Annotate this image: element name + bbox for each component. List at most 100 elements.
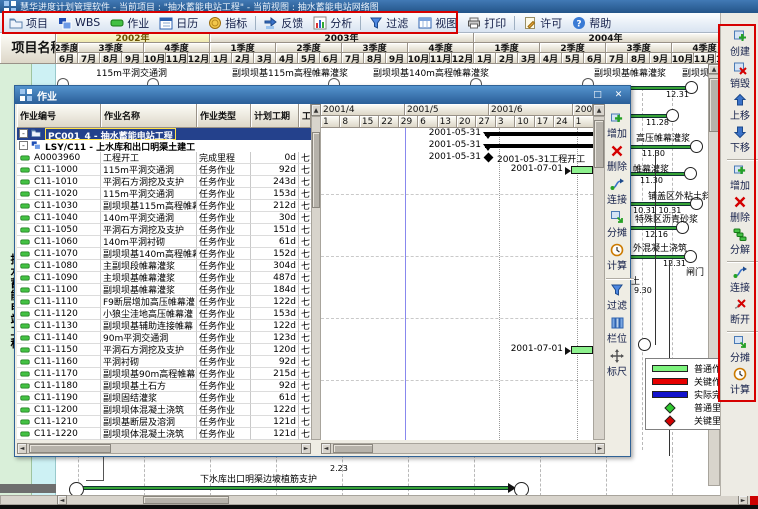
cell-activity-id[interactable]: C11-1000 — [17, 164, 101, 176]
cell-activity-type[interactable]: 任务作业 — [197, 368, 251, 380]
cell-activity-id[interactable]: C11-1150 — [17, 344, 101, 356]
toolbar-button-folder[interactable]: 项目 — [4, 14, 53, 32]
cell-activity-name[interactable]: 140m平洞交通洞 — [101, 212, 197, 224]
cell-activity-type[interactable]: 任务作业 — [197, 380, 251, 392]
cell-activity-type[interactable]: 任务作业 — [197, 320, 251, 332]
toolbar-button-wbs[interactable]: WBS — [53, 15, 105, 31]
cell-activity-name[interactable]: 副坝坝体混凝土浇筑 — [101, 404, 197, 416]
horizontal-scrollbar[interactable] — [0, 495, 758, 505]
scrollbar-segment[interactable] — [0, 484, 56, 493]
dialog-titlebar[interactable]: 作业 □ ✕ — [15, 86, 630, 104]
dialog-button-ruler[interactable]: 标尺 — [603, 348, 631, 379]
cell-duration[interactable]: 121d — [251, 428, 299, 440]
cell-calendar[interactable]: 七 — [299, 394, 311, 404]
cell-activity-name[interactable]: 副坝坝基140m高程帷幕 — [101, 248, 197, 260]
cell-activity-name[interactable]: 主坝坝基帷幕灌浆 — [101, 272, 197, 284]
cell-duration[interactable]: 30d — [251, 212, 299, 224]
cell-activity-name[interactable]: 平洞石方洞挖及支护 — [101, 344, 197, 356]
scrollbar-thumb[interactable] — [594, 120, 604, 168]
table-row[interactable]: C11-1030 副坝坝基115m高程帷幕 任务作业 212d 七 — [17, 200, 311, 212]
toolbar-button-print[interactable]: 打印 — [462, 14, 511, 32]
dialog-column-header[interactable]: 计划工期 — [251, 104, 299, 128]
scroll-left-button[interactable]: ◄ — [321, 443, 331, 454]
dialog-button-spread[interactable]: 分摊 — [603, 209, 631, 240]
table-scroll-up-button[interactable]: ▲ — [311, 104, 321, 116]
toolbar-button-filter[interactable]: 过滤 — [364, 14, 413, 32]
cell-activity-type[interactable]: 任务作业 — [197, 272, 251, 284]
cell-activity-id[interactable]: C11-1070 — [17, 248, 101, 260]
cell-calendar[interactable]: 七 — [299, 178, 311, 188]
cell-activity-name[interactable]: 副坝坝基帷幕灌浆 — [101, 284, 197, 296]
table-row[interactable]: C11-1090 主坝坝基帷幕灌浆 任务作业 487d 七 — [17, 272, 311, 284]
toolbar-button-license[interactable]: 许可 — [518, 14, 567, 32]
cell-calendar[interactable]: 七 — [299, 190, 311, 200]
side-button-create[interactable]: 创建 — [724, 28, 756, 59]
cell-activity-name[interactable]: 平洞石方洞挖及支护 — [101, 176, 197, 188]
cell-activity-id[interactable]: C11-1130 — [17, 320, 101, 332]
cell-activity-name[interactable]: 140m平洞衬砌 — [101, 236, 197, 248]
expand-icon[interactable]: - — [19, 129, 28, 138]
scroll-right-button[interactable]: ► — [595, 443, 605, 454]
cell-calendar[interactable]: 七 — [299, 166, 311, 176]
table-row[interactable]: C11-1200 副坝坝体混凝土浇筑 任务作业 122d 七 — [17, 404, 311, 416]
dialog-button-filter[interactable]: 过滤 — [603, 282, 631, 313]
cell-calendar[interactable]: 七 — [299, 298, 311, 308]
table-row[interactable]: C11-1120 小狼尘洼地高压帷幕灌 任务作业 153d 七 — [17, 308, 311, 320]
cell-activity-type[interactable]: 任务作业 — [197, 284, 251, 296]
dialog-column-header[interactable]: 作业名称 — [101, 104, 197, 128]
scrollbar-thumb[interactable] — [709, 78, 719, 132]
dialog-button-add[interactable]: 增加 — [603, 110, 631, 141]
cell-calendar[interactable]: 七 — [299, 154, 311, 164]
scroll-up-button[interactable]: ▲ — [708, 64, 720, 74]
cell-activity-name[interactable]: 副坝坝基115m高程帷幕 — [101, 200, 197, 212]
cell-duration[interactable]: 120d — [251, 344, 299, 356]
cell-calendar[interactable]: 七 — [299, 358, 311, 368]
cell-activity-type[interactable]: 任务作业 — [197, 224, 251, 236]
toolbar-button-feedback[interactable]: 反馈 — [259, 14, 308, 32]
cell-calendar[interactable]: 七 — [299, 238, 311, 248]
cell-duration[interactable]: 123d — [251, 332, 299, 344]
side-button-split[interactable]: 分解 — [724, 226, 756, 257]
cell-activity-type[interactable]: 任务作业 — [197, 188, 251, 200]
expand-icon[interactable]: - — [19, 141, 28, 150]
cell-duration[interactable]: 61d — [251, 392, 299, 404]
side-button-del[interactable]: 删除 — [724, 194, 756, 225]
cell-activity-name[interactable]: 副坝坝基辅助连接帷幕 — [101, 320, 197, 332]
cell-activity-name[interactable]: 副坝坝体混凝土浇筑 — [101, 428, 197, 440]
close-icon[interactable]: ✕ — [614, 90, 623, 100]
cell-duration[interactable]: 122d — [251, 296, 299, 308]
dialog-button-link[interactable]: 连接 — [603, 176, 631, 207]
dialog-button-calc[interactable]: 计算 — [603, 242, 631, 273]
cell-activity-type[interactable]: 任务作业 — [197, 260, 251, 272]
cell-duration[interactable]: 92d — [251, 380, 299, 392]
table-row[interactable]: C11-1060 140m平洞衬砌 任务作业 61d 七 — [17, 236, 311, 248]
cell-activity-id[interactable]: C11-1030 — [17, 200, 101, 212]
table-row[interactable]: C11-1050 平洞石方洞挖及支护 任务作业 151d 七 — [17, 224, 311, 236]
cell-activity-type[interactable]: 任务作业 — [197, 392, 251, 404]
cell-activity-type[interactable]: 任务作业 — [197, 344, 251, 356]
cell-calendar[interactable]: 七 — [299, 418, 311, 428]
table-row[interactable]: C11-1130 副坝坝基辅助连接帷幕 任务作业 122d 七 — [17, 320, 311, 332]
cell-activity-type[interactable]: 任务作业 — [197, 428, 251, 440]
cell-activity-name[interactable]: 副坝固结灌浆 — [101, 392, 197, 404]
cell-duration[interactable]: 122d — [251, 404, 299, 416]
cell-activity-name[interactable]: 90m平洞交通洞 — [101, 332, 197, 344]
cell-activity-id[interactable]: C11-1110 — [17, 296, 101, 308]
dialog-button-columns[interactable]: 栏位 — [603, 315, 631, 346]
cell-activity-id[interactable]: C11-1170 — [17, 368, 101, 380]
cell-activity-type[interactable]: 任务作业 — [197, 416, 251, 428]
cell-activity-type[interactable]: 任务作业 — [197, 212, 251, 224]
scroll-left-button[interactable]: ◄ — [57, 495, 67, 505]
cell-calendar[interactable]: 七 — [299, 250, 311, 260]
cell-calendar[interactable]: 七 — [299, 274, 311, 284]
table-row[interactable]: C11-1010 平洞石方洞挖及支护 任务作业 243d 七 — [17, 176, 311, 188]
cell-calendar[interactable]: 七 — [299, 322, 311, 332]
cell-activity-name[interactable]: F9断层增加高压帷幕灌 — [101, 296, 197, 308]
cell-calendar[interactable]: 七 — [299, 214, 311, 224]
cell-activity-name[interactable]: 平洞衬砌 — [101, 356, 197, 368]
table-row[interactable]: C11-1170 副坝坝基90m高程帷幕灌 任务作业 215d 七 — [17, 368, 311, 380]
cell-duration[interactable]: 0d — [251, 152, 299, 164]
toolbar-button-calendar[interactable]: 日历 — [154, 14, 203, 32]
cell-duration[interactable]: 92d — [251, 164, 299, 176]
cell-activity-type[interactable]: 任务作业 — [197, 404, 251, 416]
